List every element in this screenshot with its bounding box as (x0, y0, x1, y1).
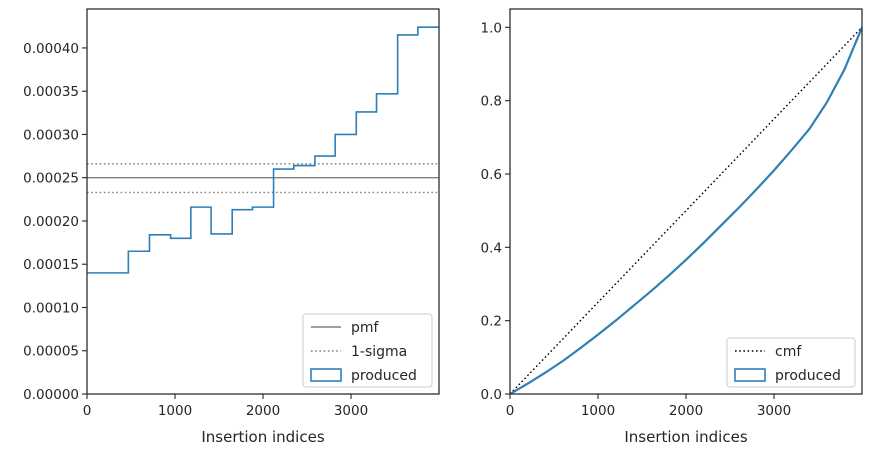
x-tick-label: 0 (506, 403, 515, 419)
legend-label: pmf (351, 320, 380, 336)
legend-swatch-produced (734, 368, 766, 382)
cmf-x-ticks: 0 1000 2000 3000 (506, 394, 791, 419)
y-tick-label: 0.4 (481, 240, 502, 256)
pmf-x-ticks: 0 1000 2000 3000 (83, 394, 368, 419)
legend-label: produced (775, 368, 841, 384)
pmf-panel: 0 1000 2000 3000 0.000000.000050.000100.000… (23, 8, 440, 446)
y-tick-label: 0.00030 (23, 127, 79, 143)
y-tick-label: 0.00000 (23, 387, 79, 403)
x-tick-label: 2000 (669, 403, 703, 419)
y-tick-label: 0.00025 (23, 171, 79, 187)
legend-swatch-produced (310, 368, 342, 382)
pmf-y-ticks: 0.00000 0.00005 0.00010 0.00015 0.00020 0.000… (23, 41, 87, 403)
legend-label: produced (351, 368, 417, 384)
legend-label: 1-sigma (351, 344, 407, 360)
y-tick-label: 1.0 (481, 20, 502, 36)
cmf-x-axis-label: Insertion indices (624, 428, 747, 446)
y-tick-label: 0.00015 (23, 257, 79, 273)
x-tick-label: 1000 (581, 403, 615, 419)
pmf-series-layer (87, 26, 439, 274)
cmf-panel: 0 1000 2000 3000 0.0 0.2 0.4 0.6 0.8 1.0 Inserti… (481, 8, 863, 446)
legend-box (726, 337, 856, 388)
y-tick-label: 0.0 (481, 387, 502, 403)
x-tick-label: 1000 (158, 403, 192, 419)
y-tick-label: 0.00040 (23, 41, 79, 57)
cmf-series-layer (510, 26, 862, 394)
cmf-plot-area (510, 9, 862, 394)
y-tick-label: 0.6 (481, 167, 502, 183)
x-tick-label: 3000 (757, 403, 791, 419)
legend-label: cmf (775, 344, 802, 360)
y-tick-label: 0.00035 (23, 84, 79, 100)
cmf-y-ticks: 0.0 0.2 0.4 0.6 0.8 1.0 (481, 20, 510, 403)
cmf-legend: cmf produced (726, 337, 856, 388)
produced-step-line (87, 26, 439, 274)
y-tick-label: 0.8 (481, 94, 502, 110)
y-tick-label: 0.00010 (23, 300, 79, 316)
pmf-legend: pmf 1-sigma produced (302, 313, 433, 388)
y-tick-label: 0.00005 (23, 344, 79, 360)
x-tick-label: 0 (83, 403, 92, 419)
x-tick-label: 2000 (246, 403, 280, 419)
y-tick-label: 0.00020 (23, 214, 79, 230)
cmf-line (510, 26, 862, 394)
pmf-x-axis-label: Insertion indices (201, 428, 324, 446)
y-tick-label: 0.2 (481, 314, 502, 330)
produced-cumulative-line (510, 26, 862, 394)
x-tick-label: 3000 (334, 403, 368, 419)
